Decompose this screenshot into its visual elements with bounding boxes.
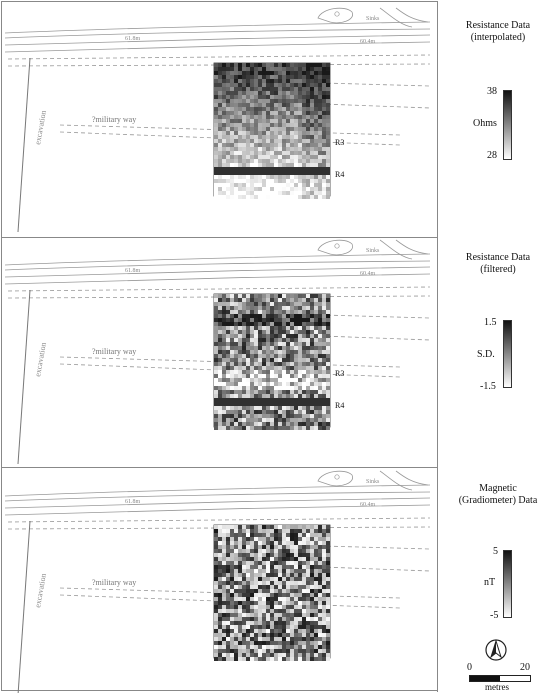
legend-min-label: -5 <box>490 610 499 621</box>
road-line <box>4 273 431 285</box>
legend-unit-label: nT <box>484 577 496 588</box>
field-boundary-line <box>7 286 431 292</box>
panel-title-line2: (interpolated) <box>470 32 526 43</box>
road-line <box>4 497 431 509</box>
military-way-label: ?military way <box>92 115 136 124</box>
geophysics-grid <box>213 293 331 430</box>
north-arrow-icon <box>485 639 507 661</box>
feature-label-r3: R3 <box>335 138 344 147</box>
panel-title-line1: Resistance Data <box>465 20 531 31</box>
road-line <box>4 21 431 34</box>
spot-height-label: 61.8m <box>125 499 141 505</box>
legend-gradient-bar <box>503 90 512 160</box>
panel-title-line2: (Gradiometer) Data <box>458 495 538 506</box>
road-line <box>4 28 431 39</box>
sinks-outline <box>395 7 429 23</box>
road-line <box>4 253 431 266</box>
sinks-outline <box>317 239 354 256</box>
sinks-label: Sinks <box>366 479 380 485</box>
sinks-outline <box>395 470 429 486</box>
panel-title-interpolated: Resistance Data (interpolated) <box>448 20 548 44</box>
feature-label-r3: R3 <box>335 369 344 378</box>
spot-height-label: 61.8m <box>125 36 141 42</box>
spot-height-label: 61.8m <box>125 268 141 274</box>
excavation-trench-line <box>17 57 31 233</box>
panel-title-filtered: Resistance Data (filtered) <box>448 252 548 276</box>
panel-title-line1: Magnetic <box>479 483 517 494</box>
scale-bar-min-label: 0 <box>467 662 472 673</box>
panel-title-line1: Resistance Data <box>465 252 531 263</box>
military-way-label: ?military way <box>92 578 136 587</box>
sink-marker <box>334 11 340 17</box>
map-panel: Sinks 61.8m 60.4m excavation ?military way R3… <box>4 239 431 465</box>
legend-unit-label: S.D. <box>477 349 495 360</box>
scale-bar <box>469 675 531 682</box>
spot-height-label: 60.4m <box>360 502 376 508</box>
feature-label-r4: R4 <box>335 401 344 410</box>
road-line <box>4 484 431 497</box>
excavation-label: excavation <box>33 342 48 378</box>
sinks-outline <box>317 470 354 487</box>
sink-marker <box>334 243 340 249</box>
sinks-outline <box>395 239 429 255</box>
sinks-label: Sinks <box>366 248 380 254</box>
legend-unit-label: Ohms <box>473 118 497 129</box>
road-line <box>4 41 431 53</box>
sinks-outline <box>317 7 354 24</box>
excavation-trench-line <box>17 289 31 465</box>
legend-gradient-bar <box>503 550 512 618</box>
road-line <box>4 260 431 271</box>
legend-min-label: 28 <box>487 150 497 161</box>
road-line <box>4 504 431 516</box>
panel-title-magnetic: Magnetic (Gradiometer) Data <box>448 483 548 507</box>
road-line <box>4 266 431 278</box>
excavation-trench-line <box>17 520 31 693</box>
panel-title-line2: (filtered) <box>480 264 516 275</box>
field-boundary-line <box>7 517 431 523</box>
road-line <box>4 34 431 46</box>
feature-label-r4: R4 <box>335 170 344 179</box>
spot-height-label: 60.4m <box>360 39 376 45</box>
excavation-label: excavation <box>33 110 48 146</box>
legend-max-label: 38 <box>487 86 497 97</box>
legend-min-label: -1.5 <box>480 381 496 392</box>
map-panel: Sinks 61.8m 60.4m excavation ?military way <box>4 470 431 693</box>
legend-max-label: 5 <box>493 546 498 557</box>
sinks-outline <box>379 7 413 28</box>
legend-max-label: 1.5 <box>484 317 497 328</box>
sinks-outline <box>379 239 413 260</box>
geophysics-grid <box>213 62 331 199</box>
sinks-label: Sinks <box>366 16 380 22</box>
map-panel: Sinks 61.8m 60.4m excavation ?military way R3… <box>4 7 431 233</box>
geophysics-grid <box>213 524 331 661</box>
spot-height-label: 60.4m <box>360 271 376 277</box>
excavation-label: excavation <box>33 573 48 609</box>
military-way-label: ?military way <box>92 347 136 356</box>
road-line <box>4 491 431 502</box>
sink-marker <box>334 474 340 480</box>
sinks-outline <box>379 470 413 491</box>
scale-bar-unit-label: metres <box>485 682 509 692</box>
legend-gradient-bar <box>503 320 512 388</box>
scale-bar-max-label: 20 <box>520 662 530 673</box>
field-boundary-line <box>7 54 431 60</box>
